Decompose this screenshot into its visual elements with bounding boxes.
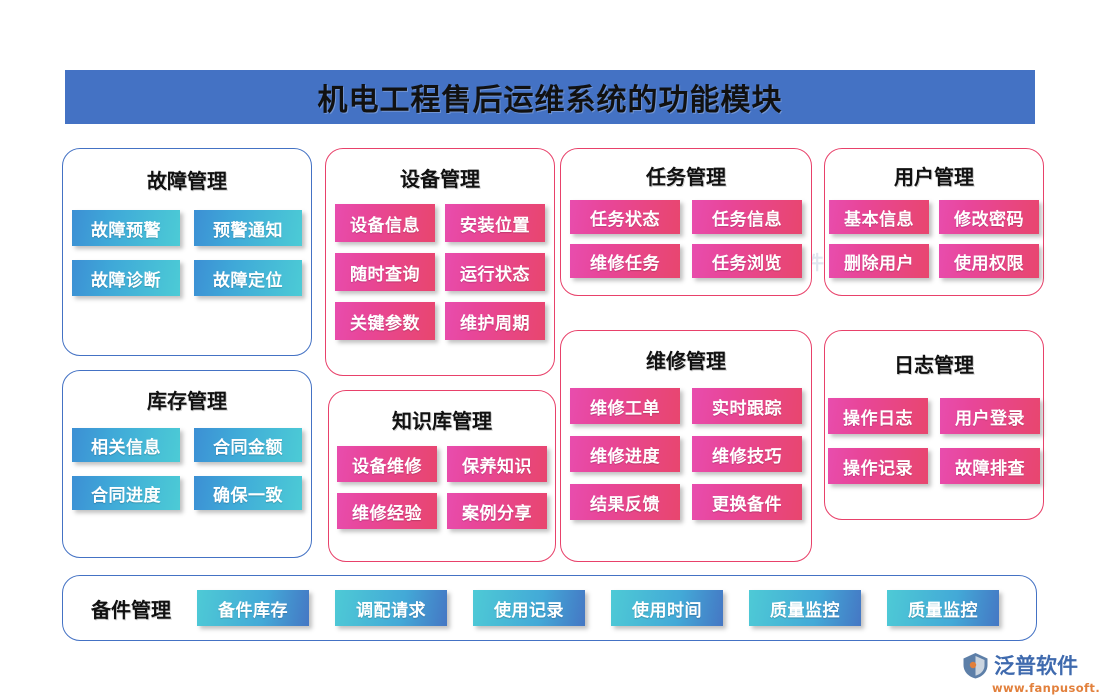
chip-group-inventory-management: 相关信息 合同金额 合同进度 确保一致 — [72, 428, 302, 510]
chip-repair-management-4[interactable]: 维修技巧 — [692, 436, 802, 472]
card-inventory-management[interactable]: 库存管理相关信息 合同金额 合同进度 确保一致 — [62, 370, 312, 558]
chip-spare-parts-management-3[interactable]: 使用记录 — [473, 590, 585, 626]
chip-fault-management-3[interactable]: 故障诊断 — [72, 260, 180, 296]
card-title-spare-parts-management: 备件管理 — [91, 597, 171, 622]
logo-company-name: 泛普软件 — [994, 653, 1078, 678]
chip-equipment-management-6[interactable]: 维护周期 — [445, 302, 545, 340]
card-title-inventory-management: 库存管理 — [147, 389, 227, 413]
chip-spare-parts-management-5[interactable]: 质量监控 — [749, 590, 861, 626]
page-title: 机电工程售后运维系统的功能模块 — [317, 83, 783, 118]
card-knowledge-base-management[interactable]: 知识库管理设备维修 保养知识 维修经验 案例分享 — [328, 390, 556, 562]
chip-inventory-management-3[interactable]: 合同进度 — [72, 476, 180, 510]
chip-inventory-management-1[interactable]: 相关信息 — [72, 428, 180, 462]
card-title-knowledge-base-management: 知识库管理 — [392, 409, 492, 433]
chip-repair-management-1[interactable]: 维修工单 — [570, 388, 680, 424]
chip-group-task-management: 任务状态 任务信息 维修任务 任务浏览 — [570, 200, 802, 278]
chip-knowledge-base-management-4[interactable]: 案例分享 — [447, 493, 547, 529]
card-user-management[interactable]: 用户管理基本信息 修改密码 删除用户 使用权限 — [824, 148, 1044, 296]
chip-log-management-2[interactable]: 用户登录 — [940, 398, 1040, 434]
chip-group-knowledge-base-management: 设备维修 保养知识 维修经验 案例分享 — [337, 446, 547, 529]
chip-spare-parts-management-4[interactable]: 使用时间 — [611, 590, 723, 626]
chip-task-management-2[interactable]: 任务信息 — [692, 200, 802, 234]
card-title-log-management: 日志管理 — [894, 353, 974, 377]
chip-user-management-3[interactable]: 删除用户 — [829, 244, 929, 278]
chip-fault-management-1[interactable]: 故障预警 — [72, 210, 180, 246]
chip-repair-management-3[interactable]: 维修进度 — [570, 436, 680, 472]
chip-equipment-management-5[interactable]: 关键参数 — [335, 302, 435, 340]
card-title-task-management: 任务管理 — [646, 165, 726, 189]
card-title-repair-management: 维修管理 — [646, 349, 726, 373]
chip-inventory-management-2[interactable]: 合同金额 — [194, 428, 302, 462]
chip-group-spare-parts-management: 备件库存 调配请求 使用记录 使用时间 质量监控 质量监控 — [197, 590, 999, 626]
chip-repair-management-2[interactable]: 实时跟踪 — [692, 388, 802, 424]
card-equipment-management[interactable]: 设备管理设备信息 安装位置 随时查询 运行状态 关键参数 维护周期 — [325, 148, 555, 376]
chip-repair-management-6[interactable]: 更换备件 — [692, 484, 802, 520]
chip-inventory-management-4[interactable]: 确保一致 — [194, 476, 302, 510]
fanpu-logo-icon — [962, 652, 989, 679]
company-logo: 泛普软件 www.fanpusoft.com — [962, 650, 1100, 695]
chip-group-fault-management: 故障预警 预警通知 故障诊断 故障定位 — [72, 210, 302, 296]
chip-knowledge-base-management-1[interactable]: 设备维修 — [337, 446, 437, 482]
chip-group-equipment-management: 设备信息 安装位置 随时查询 运行状态 关键参数 维护周期 — [335, 204, 545, 340]
logo-row: 泛普软件 — [962, 650, 1078, 680]
chip-user-management-1[interactable]: 基本信息 — [829, 200, 929, 234]
logo-website-url: www.fanpusoft.com — [992, 681, 1100, 695]
chip-knowledge-base-management-3[interactable]: 维修经验 — [337, 493, 437, 529]
chip-equipment-management-4[interactable]: 运行状态 — [445, 253, 545, 291]
chip-repair-management-5[interactable]: 结果反馈 — [570, 484, 680, 520]
chip-spare-parts-management-6[interactable]: 质量监控 — [887, 590, 999, 626]
chip-log-management-3[interactable]: 操作记录 — [828, 448, 928, 484]
chip-user-management-2[interactable]: 修改密码 — [939, 200, 1039, 234]
card-log-management[interactable]: 日志管理操作日志 用户登录 操作记录 故障排查 — [824, 330, 1044, 520]
card-title-user-management: 用户管理 — [894, 165, 974, 189]
page-title-banner: 机电工程售后运维系统的功能模块 — [65, 70, 1035, 124]
chip-task-management-1[interactable]: 任务状态 — [570, 200, 680, 234]
chip-group-user-management: 基本信息 修改密码 删除用户 使用权限 — [829, 200, 1039, 278]
chip-task-management-3[interactable]: 维修任务 — [570, 244, 680, 278]
chip-equipment-management-2[interactable]: 安装位置 — [445, 204, 545, 242]
chip-equipment-management-3[interactable]: 随时查询 — [335, 253, 435, 291]
chip-fault-management-2[interactable]: 预警通知 — [194, 210, 302, 246]
card-fault-management[interactable]: 故障管理故障预警 预警通知 故障诊断 故障定位 — [62, 148, 312, 356]
chip-task-management-4[interactable]: 任务浏览 — [692, 244, 802, 278]
card-repair-management[interactable]: 维修管理维修工单 实时跟踪 维修进度 维修技巧 结果反馈 更换备件 — [560, 330, 812, 562]
chip-group-repair-management: 维修工单 实时跟踪 维修进度 维修技巧 结果反馈 更换备件 — [570, 388, 802, 520]
chip-fault-management-4[interactable]: 故障定位 — [194, 260, 302, 296]
chip-equipment-management-1[interactable]: 设备信息 — [335, 204, 435, 242]
card-title-equipment-management: 设备管理 — [400, 167, 480, 191]
chip-group-log-management: 操作日志 用户登录 操作记录 故障排查 — [828, 398, 1040, 484]
card-spare-parts-management[interactable]: 备件管理 备件库存 调配请求 使用记录 使用时间 质量监控 质量监控 — [62, 575, 1037, 641]
card-task-management[interactable]: 任务管理任务状态 任务信息 维修任务 任务浏览 — [560, 148, 812, 296]
chip-log-management-4[interactable]: 故障排查 — [940, 448, 1040, 484]
chip-knowledge-base-management-2[interactable]: 保养知识 — [447, 446, 547, 482]
chip-user-management-4[interactable]: 使用权限 — [939, 244, 1039, 278]
chip-spare-parts-management-2[interactable]: 调配请求 — [335, 590, 447, 626]
chip-log-management-1[interactable]: 操作日志 — [828, 398, 928, 434]
chip-spare-parts-management-1[interactable]: 备件库存 — [197, 590, 309, 626]
card-title-fault-management: 故障管理 — [147, 169, 227, 193]
